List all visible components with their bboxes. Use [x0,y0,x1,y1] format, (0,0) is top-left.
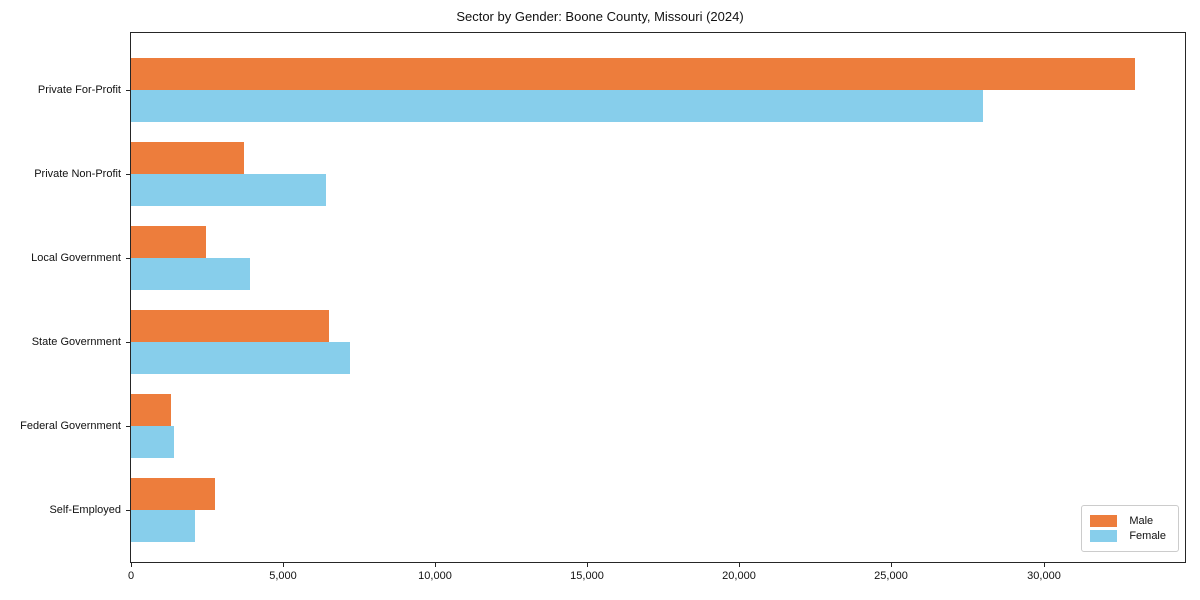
bar-male-federal-government [131,394,171,426]
category-label-federal-government: Federal Government [20,420,121,432]
legend-label-male: Male [1129,515,1154,527]
x-axis-tick-label: 30,000 [1027,570,1061,582]
category-label-private-for-profit: Private For-Profit [37,84,121,96]
x-axis-tick [131,562,132,567]
x-axis-tick [739,562,740,567]
x-axis-tick [891,562,892,567]
chart-title: Sector by Gender: Boone County, Missouri… [456,9,744,24]
legend-entry-female: Female [1090,530,1166,542]
x-axis-tick [283,562,284,567]
y-axis-tick [126,90,131,91]
y-axis-tick [126,174,131,175]
bar-male-state-government [131,310,329,342]
category-label-local-government: Local Government [31,252,121,264]
category-label-private-non-profit: Private Non-Profit [34,168,121,180]
bar-female-local-government [131,258,250,290]
category-label-self-employed: Self-Employed [49,504,121,516]
x-axis-tick [435,562,436,567]
bar-male-private-for-profit [131,58,1135,90]
y-axis-tick [126,342,131,343]
category-label-state-government: State Government [31,336,121,348]
x-axis-tick [587,562,588,567]
bar-male-private-non-profit [131,142,244,174]
bar-female-federal-government [131,426,174,458]
legend-swatch-female [1090,530,1118,542]
x-axis-tick-label: 15,000 [570,570,604,582]
bar-female-private-non-profit [131,174,326,206]
x-axis-tick-label: 0 [127,570,135,582]
x-axis-tick-label: 20,000 [722,570,756,582]
legend-swatch-male [1090,515,1118,527]
bar-female-self-employed [131,510,195,542]
x-axis-tick-label: 10,000 [418,570,452,582]
legend-entry-male: Male [1090,515,1166,527]
bar-male-local-government [131,226,206,258]
y-axis-tick [126,258,131,259]
y-axis-tick [126,510,131,511]
plot-area: Male Female Private For-Profit Private Non… [20,32,1186,582]
legend: Male Female [1081,505,1179,552]
x-axis-tick-label: 5,000 [269,570,297,582]
bar-male-self-employed [131,478,215,510]
legend-label-female: Female [1129,530,1166,542]
bar-female-state-government [131,342,350,374]
x-axis-tick-label: 25,000 [874,570,908,582]
bar-female-private-for-profit [131,90,983,122]
x-axis-tick [1044,562,1045,567]
y-axis-tick [126,426,131,427]
